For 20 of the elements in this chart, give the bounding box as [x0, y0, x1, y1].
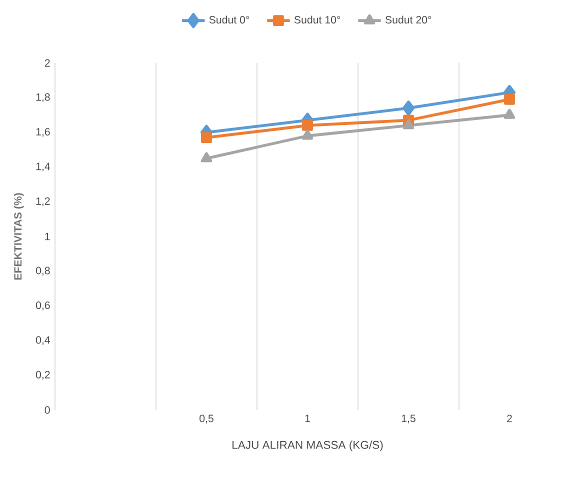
y-tick-label: 1,2	[36, 197, 50, 206]
y-tick-label: 1,8	[36, 93, 50, 102]
x-tick-label: 1	[305, 414, 310, 422]
y-axis-title: EFEKTIVITAS (%)	[14, 193, 24, 280]
x-tick-label: 2	[507, 414, 512, 422]
legend-label: Sudut 0°	[209, 16, 250, 24]
x-tick-label: 1,5	[402, 414, 416, 424]
y-tick-label: 1,4	[36, 162, 50, 172]
y-tick-label: 1	[45, 232, 50, 240]
x-tick-label: 0,5	[200, 414, 214, 424]
y-tick-label: 2	[44, 59, 50, 67]
y-tick-label: 1,6	[36, 128, 50, 137]
y-tick-label: 0,6	[36, 302, 50, 310]
x-axis-title: LAJU ALIRAN MASSA (KG/S)	[232, 440, 383, 452]
y-tick-label: 0,8	[36, 266, 50, 276]
y-tick-label: 0	[44, 406, 50, 414]
y-tick-label: 0,4	[36, 336, 50, 345]
legend-label: Sudut 10°	[294, 16, 340, 24]
legend-label: Sudut 20°	[385, 16, 432, 24]
y-tick-label: 0,2	[36, 370, 50, 380]
